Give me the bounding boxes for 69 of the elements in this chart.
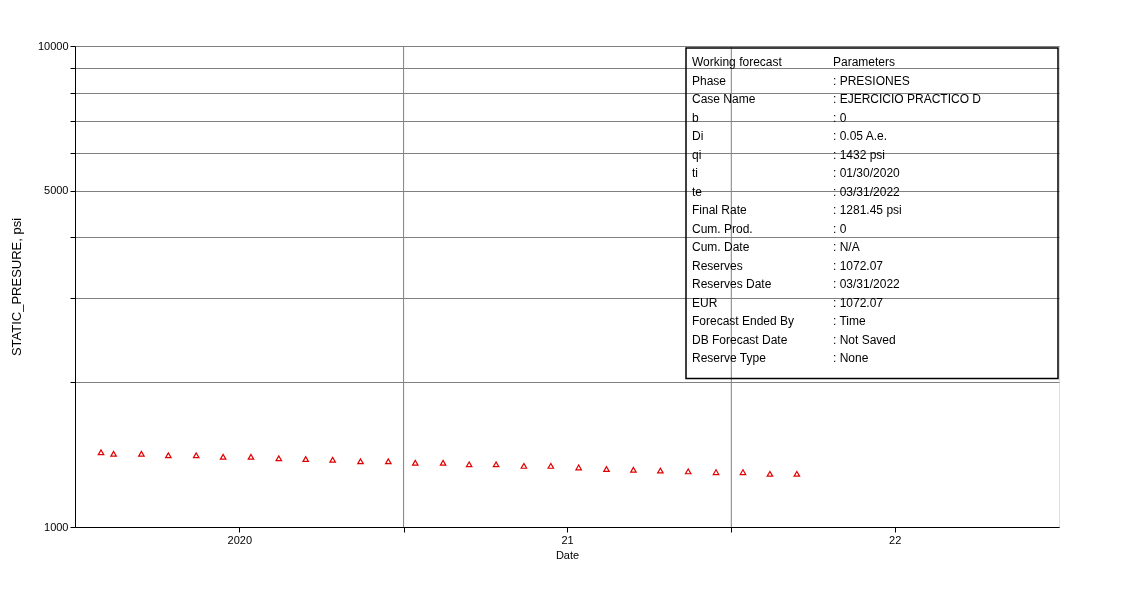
annotation: Forecast Ended By: [692, 314, 795, 328]
point: [712, 469, 720, 476]
annotation: Final Rate: [692, 203, 748, 217]
annotation: Di: [692, 129, 704, 143]
y-tick-label: 5000: [44, 184, 69, 197]
point: [97, 449, 105, 456]
point: [465, 461, 473, 468]
point: [219, 453, 227, 460]
point: [165, 452, 172, 459]
annotation: te: [692, 184, 703, 199]
point: [547, 462, 555, 469]
annotation: : N/A: [833, 240, 860, 254]
annotation: b: [692, 110, 699, 125]
annotation: : Time: [833, 314, 866, 328]
annotation: Case Name: [692, 92, 756, 106]
annotation: : 0.05 A.e.: [833, 129, 888, 143]
x-tick-label: 2020: [227, 533, 253, 546]
annotation: EUR: [692, 295, 718, 310]
point: [793, 470, 801, 477]
annotation: : 1432 psi: [833, 147, 886, 162]
annotation: : 01/30/2020: [833, 166, 901, 180]
annotation: Parameters: [833, 55, 896, 69]
x-tick-label: 21: [561, 533, 574, 546]
annotation: : 0: [833, 110, 847, 125]
annotation: : None: [833, 351, 869, 365]
point: [192, 452, 200, 459]
point: [439, 459, 447, 466]
annotation: : Not Saved: [833, 332, 896, 347]
point: [657, 467, 664, 474]
annotation: ti: [692, 166, 698, 180]
point: [247, 453, 255, 460]
point: [492, 461, 500, 468]
point: [385, 458, 392, 465]
annotation: : 03/31/2022: [833, 277, 901, 291]
x-axis-title: Date: [555, 548, 580, 561]
point: [739, 469, 747, 476]
annotation: qi: [692, 147, 702, 162]
point: [110, 450, 117, 457]
annotation: Phase: [692, 73, 727, 88]
y-tick-label: 1000: [44, 520, 69, 533]
annotation: : 1281.45 psi: [833, 203, 902, 217]
annotation: Reserve Type: [692, 351, 767, 365]
point: [575, 464, 583, 471]
point: [275, 455, 283, 462]
annotation: : 03/31/2022: [833, 184, 901, 199]
annotation: : EJERCICIO PRACTICO D: [833, 92, 982, 106]
point: [138, 450, 145, 457]
point: [630, 466, 637, 473]
annotation: : 1072.07: [833, 258, 884, 273]
x-tick-label: 22: [889, 533, 902, 546]
annotation: : 0: [833, 221, 847, 236]
point: [357, 458, 364, 465]
point: [329, 456, 337, 463]
annotation: Reserves: [692, 258, 743, 273]
annotation: DB Forecast Date: [692, 332, 788, 347]
point: [684, 468, 692, 475]
point: [603, 466, 610, 472]
point: [766, 470, 774, 477]
annotation: Cum. Prod.: [692, 221, 753, 236]
point: [520, 462, 528, 469]
annotation: Working forecast: [692, 55, 783, 69]
annotation: Cum. Date: [692, 240, 750, 254]
point: [302, 455, 310, 462]
y-tick-label: 10000: [37, 39, 69, 52]
annotation: : PRESIONES: [833, 73, 910, 88]
annotation: Reserves Date: [692, 277, 772, 291]
annotation: : 1072.07: [833, 295, 884, 310]
y-axis-title: STATIC_PRESURE, psi: [8, 217, 24, 357]
point: [411, 459, 419, 466]
